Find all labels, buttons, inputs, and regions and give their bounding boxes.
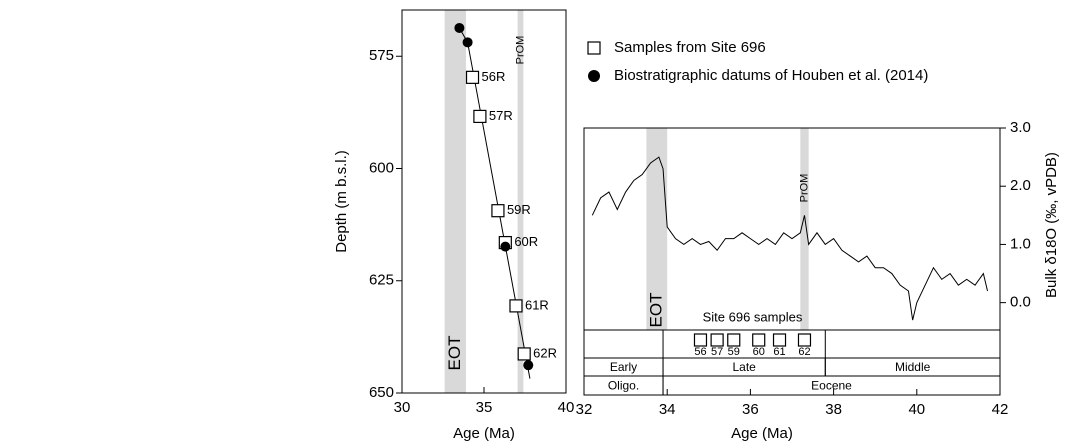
datum-marker [523, 360, 534, 371]
sample-label: 57 [711, 346, 723, 358]
point-label: 57R [489, 108, 513, 123]
x-tick-label: 38 [825, 401, 842, 418]
band-label: EOT [646, 293, 665, 328]
legend-label: Samples from Site 696 [614, 39, 766, 56]
y-tick-label: 0.0 [1010, 294, 1031, 311]
y-axis-label: Depth (m b.s.l.) [333, 150, 350, 253]
sample-marker [752, 333, 766, 347]
sample-marker [710, 333, 724, 347]
sample-marker [772, 333, 787, 347]
sample-marker [473, 109, 487, 124]
isotope-line [591, 156, 989, 321]
y-tick-label: 625 [369, 272, 394, 289]
point-label: 62R [533, 345, 557, 360]
band-label: EOT [445, 336, 464, 371]
timescale-label: Oligo. [608, 379, 639, 393]
band-label: PrOM [798, 174, 810, 203]
point-label: 60R [514, 234, 538, 249]
sample-label: 59 [728, 346, 740, 358]
datum-marker [462, 37, 473, 48]
sample-marker [509, 299, 523, 313]
legend-label: Biostratigraphic datums of Houben et al.… [614, 67, 928, 84]
legend-marker [588, 70, 600, 82]
sample-marker [727, 333, 741, 347]
samples-label: Site 696 samples [703, 309, 803, 324]
sample-marker [517, 347, 531, 361]
sample-marker [465, 70, 480, 84]
sample-label: 61 [773, 346, 785, 358]
plot-frame [401, 9, 567, 394]
x-tick-label: 35 [476, 399, 493, 416]
y-axis-label: Bulk δ18O (‰, vPDB) [1043, 152, 1060, 298]
point-label: 59R [507, 202, 531, 217]
x-tick-label: 32 [576, 401, 593, 418]
band [444, 10, 466, 393]
x-tick-label: 36 [742, 401, 759, 418]
y-tick-label: 575 [369, 47, 394, 64]
y-tick-label: 600 [369, 159, 394, 176]
point-label: 56R [482, 69, 506, 84]
timescale-unit [662, 375, 1001, 396]
datum-marker [454, 22, 465, 33]
band-label: PrOM [514, 36, 526, 65]
x-tick-label: 42 [992, 401, 1009, 418]
sample-label: 60 [753, 346, 765, 358]
band [646, 128, 668, 330]
x-axis-label: Age (Ma) [453, 425, 515, 442]
sample-marker [693, 333, 708, 347]
point-label: 61R [525, 297, 549, 312]
x-axis-label: Age (Ma) [731, 425, 793, 442]
x-tick-label: 40 [908, 401, 925, 418]
y-tick-label: 3.0 [1010, 119, 1031, 136]
datum-marker [500, 241, 511, 252]
sample-label: 56 [694, 346, 706, 358]
y-tick-label: 650 [369, 384, 394, 401]
timescale-label: Middle [895, 360, 931, 374]
y-tick-label: 1.0 [1010, 235, 1031, 252]
x-tick-label: 30 [394, 399, 411, 416]
x-tick-label: 40 [558, 399, 575, 416]
sample-label: 62 [798, 346, 810, 358]
y-tick-label: 2.0 [1010, 177, 1031, 194]
timescale-label: Eocene [811, 379, 852, 393]
x-tick-label: 34 [659, 401, 676, 418]
legend-marker [587, 41, 601, 55]
timescale-label: Early [610, 360, 637, 374]
timescale-label: Late [732, 360, 756, 374]
band [800, 128, 809, 330]
sample-marker [491, 204, 505, 218]
sample-marker [797, 333, 812, 347]
band [517, 10, 524, 393]
